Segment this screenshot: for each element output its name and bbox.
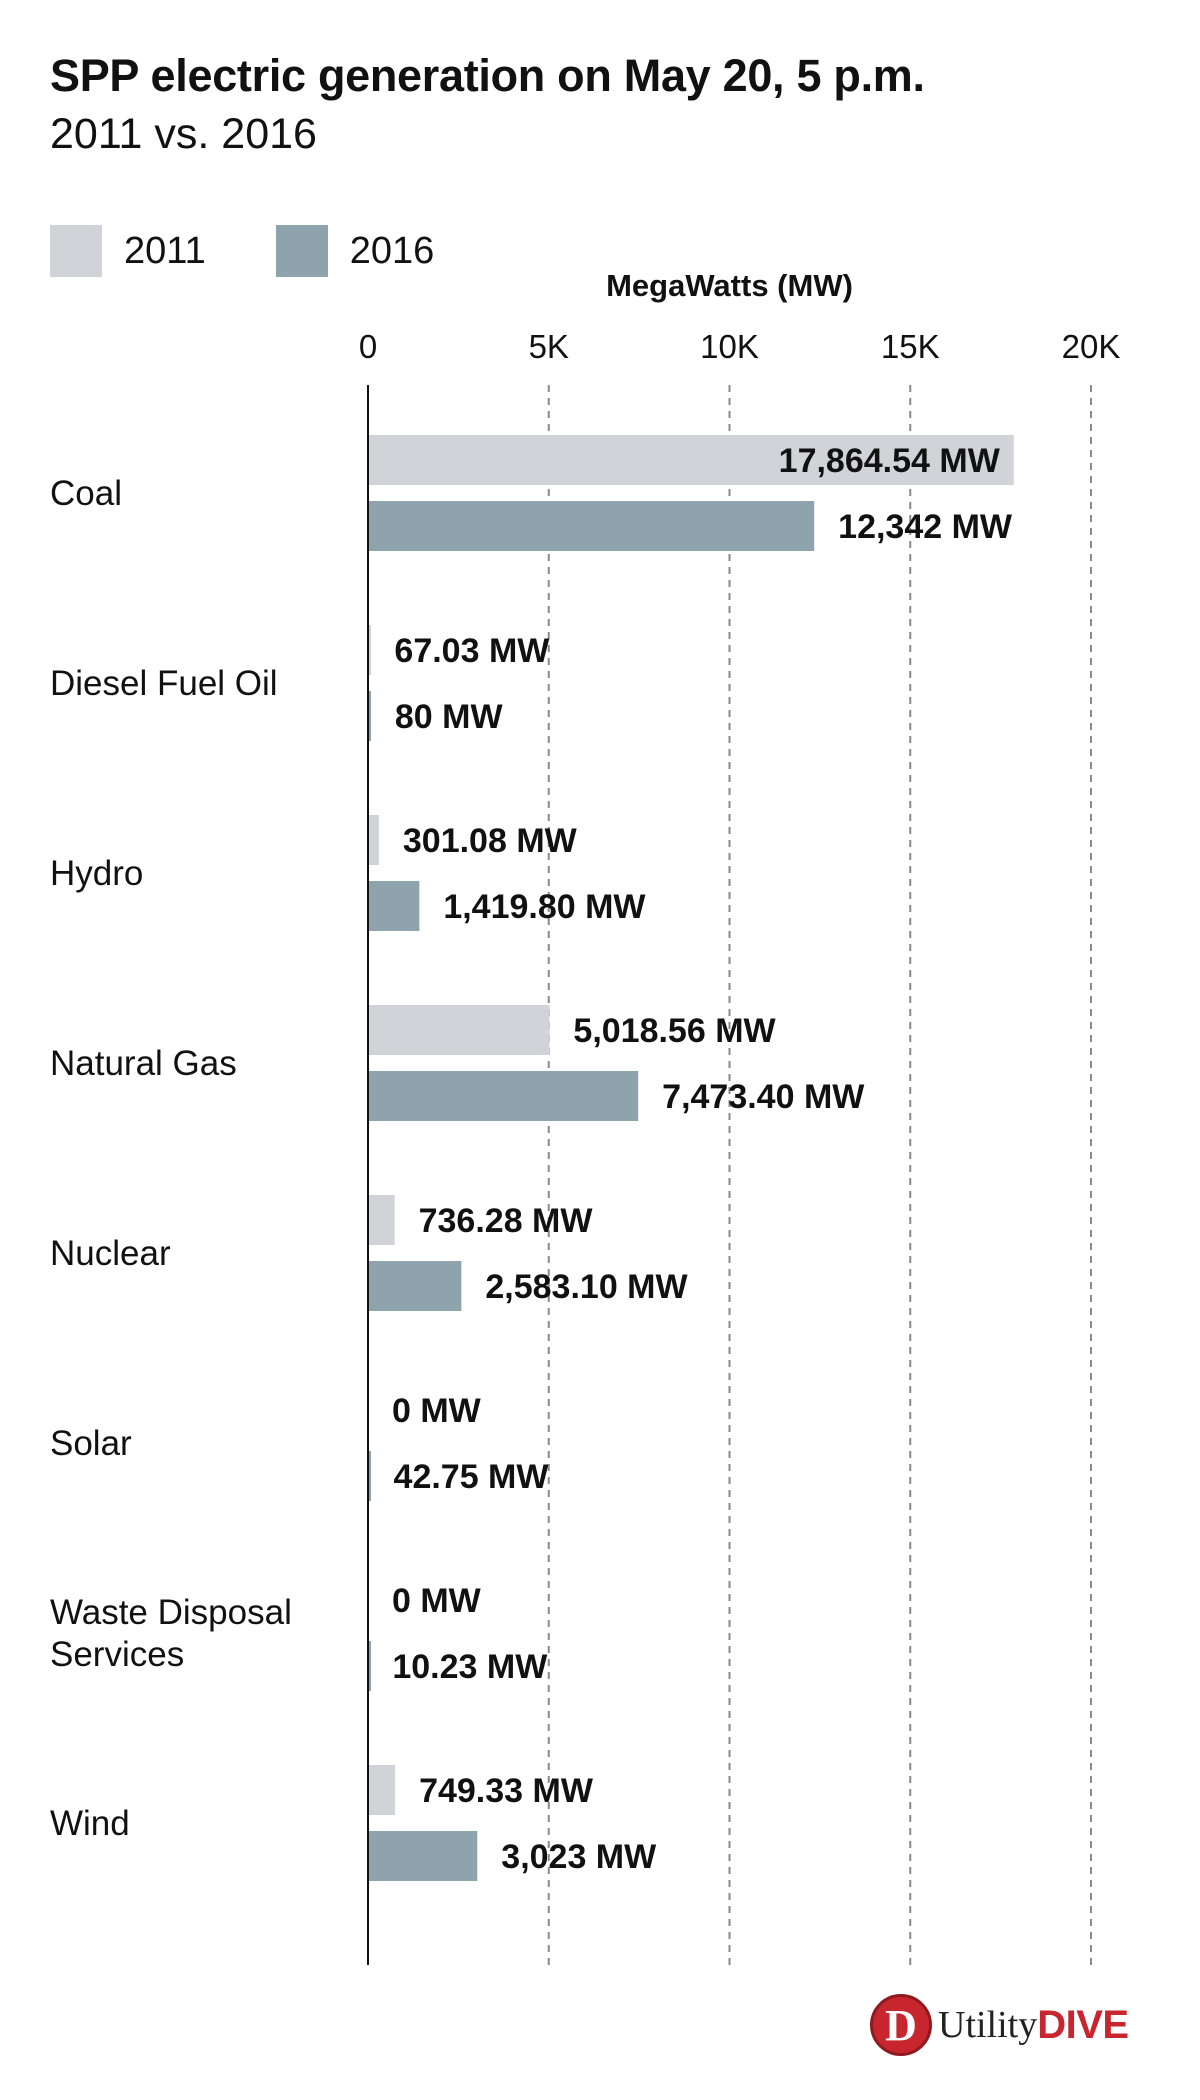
bar-2016 bbox=[368, 1641, 371, 1691]
data-label: 301.08 MW bbox=[403, 822, 578, 860]
x-tick-label: 15K bbox=[881, 328, 940, 365]
data-label: 10.23 MW bbox=[392, 1648, 548, 1686]
data-label: 0 MW bbox=[392, 1392, 482, 1430]
legend-swatch-2011 bbox=[50, 225, 102, 277]
data-label: 12,342 MW bbox=[838, 508, 1013, 546]
data-label: 736.28 MW bbox=[419, 1202, 594, 1240]
bar-2011 bbox=[368, 815, 379, 865]
bar-2016 bbox=[368, 691, 371, 741]
bar-2016 bbox=[368, 1071, 639, 1121]
data-label: 17,864.54 MW bbox=[779, 442, 1001, 480]
legend-label-2011: 2011 bbox=[124, 229, 206, 272]
logo-mark: D bbox=[870, 1994, 932, 2056]
x-axis-title: MegaWatts (MW) bbox=[606, 268, 853, 303]
legend-item-2016: 2016 bbox=[275, 225, 435, 277]
bar-2016 bbox=[368, 1451, 371, 1501]
bar-2016 bbox=[368, 1831, 478, 1881]
bar-2016 bbox=[368, 501, 815, 551]
bar-2011 bbox=[368, 625, 371, 675]
logo-accent: DIVE bbox=[1037, 2002, 1129, 2047]
category-label: Nuclear bbox=[50, 1234, 171, 1273]
data-label: 749.33 MW bbox=[419, 1772, 594, 1810]
category-label: Solar bbox=[50, 1424, 132, 1463]
data-label: 3,023 MW bbox=[501, 1838, 657, 1876]
data-label: 67.03 MW bbox=[394, 632, 550, 670]
x-tick-label: 5K bbox=[529, 328, 569, 365]
data-label: 2,583.10 MW bbox=[485, 1268, 688, 1306]
category-label: Wind bbox=[50, 1804, 130, 1843]
x-tick-label: 0 bbox=[359, 328, 377, 365]
legend-item-2011: 2011 bbox=[50, 225, 206, 277]
data-label: 5,018.56 MW bbox=[573, 1012, 776, 1050]
category-label: Diesel Fuel Oil bbox=[50, 664, 278, 703]
legend-swatch-2016 bbox=[275, 225, 328, 277]
category-label: Waste Disposal Services bbox=[50, 1593, 292, 1674]
chart-subtitle: 2011 vs. 2016 bbox=[50, 110, 317, 158]
data-label: 80 MW bbox=[395, 698, 504, 736]
logo-word: Utility bbox=[938, 2004, 1038, 2046]
category-label: Hydro bbox=[50, 854, 143, 893]
utility-dive-logo: D Utility DIVE bbox=[870, 1990, 1129, 2060]
legend-label-2016: 2016 bbox=[349, 229, 435, 272]
category-label: Natural Gas bbox=[50, 1044, 237, 1083]
bar-2016 bbox=[368, 881, 420, 931]
bar-2011 bbox=[368, 1195, 395, 1245]
bar-2011 bbox=[368, 435, 1014, 485]
data-label: 0 MW bbox=[392, 1582, 482, 1620]
data-label: 42.75 MW bbox=[394, 1458, 550, 1496]
category-label: Coal bbox=[50, 474, 122, 513]
bar-2011 bbox=[368, 1765, 396, 1815]
x-tick-label: 10K bbox=[700, 328, 759, 365]
x-tick-label: 20K bbox=[1062, 328, 1121, 365]
chart-legend: 2011 2016 bbox=[50, 224, 504, 278]
chart-title: SPP electric generation on May 20, 5 p.m… bbox=[50, 50, 925, 101]
data-label: 1,419.80 MW bbox=[443, 888, 646, 926]
bar-2011 bbox=[368, 1005, 550, 1055]
data-label: 7,473.40 MW bbox=[662, 1078, 865, 1116]
bar-2016 bbox=[368, 1261, 462, 1311]
